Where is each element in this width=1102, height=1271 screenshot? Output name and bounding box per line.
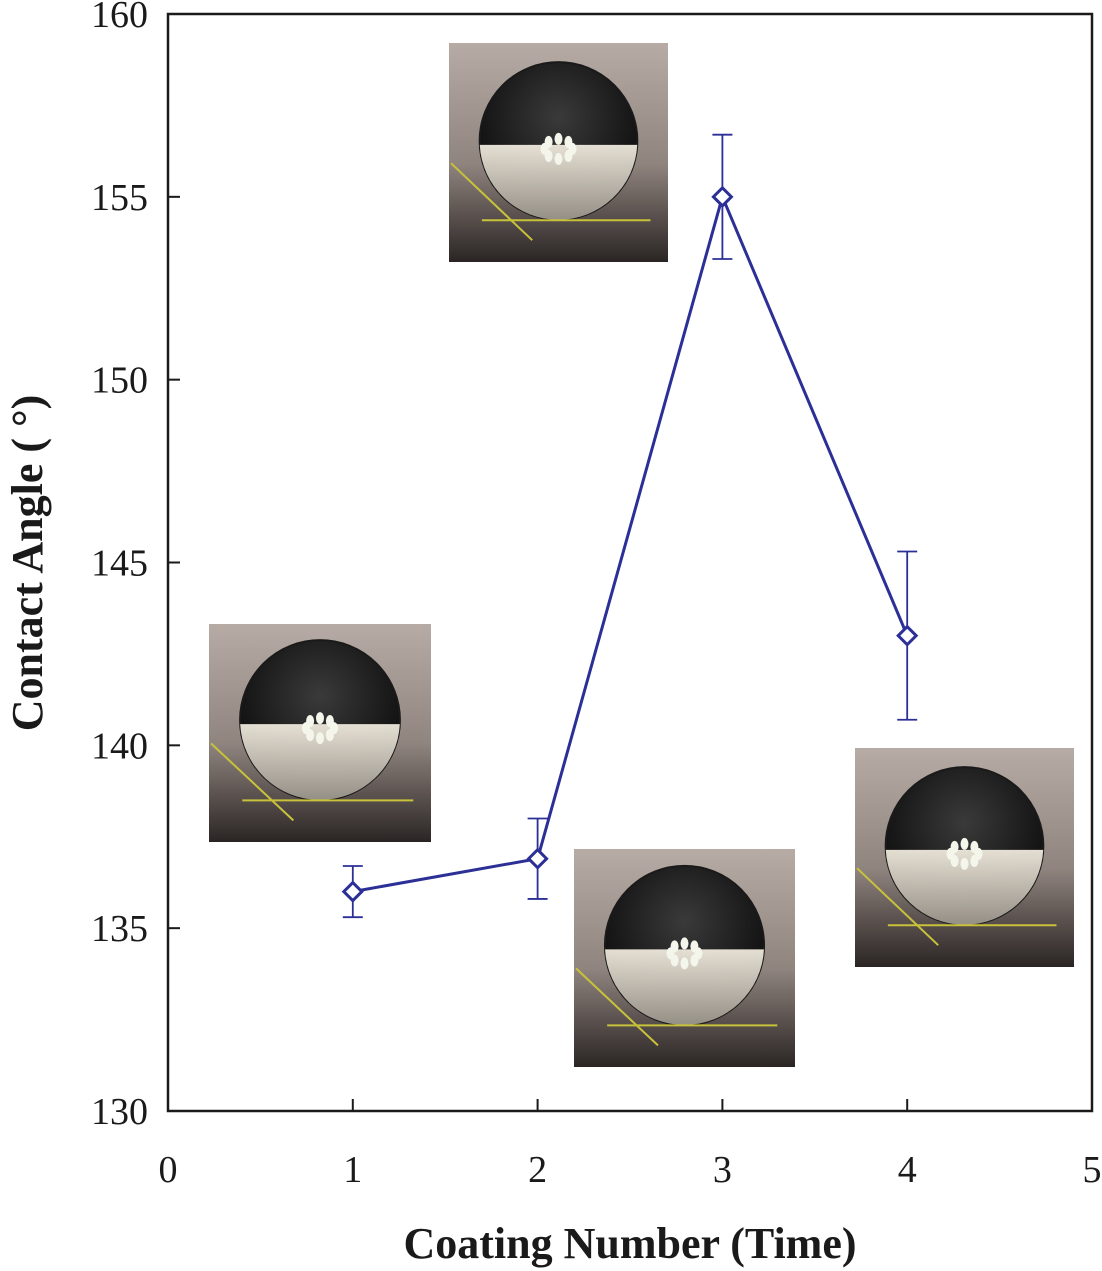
data-point-marker [526, 847, 549, 870]
y-tick-label: 160 [91, 0, 148, 36]
y-tick-label: 135 [91, 908, 148, 950]
x-tick-label: 2 [528, 1149, 547, 1191]
data-point-marker [711, 185, 734, 208]
data-point-marker [896, 624, 919, 647]
y-tick-label: 145 [91, 543, 148, 585]
x-tick-label: 5 [1083, 1149, 1102, 1191]
series-layer [341, 133, 919, 919]
droplet-photo-4 [855, 748, 1074, 967]
droplet-photo-2 [574, 849, 795, 1067]
droplet-photo-1 [209, 624, 431, 842]
y-tick-label: 155 [91, 177, 148, 219]
y-axis-title: Contact Angle ( °) [3, 395, 52, 732]
x-axis-ticks: 0 1 2 3 4 5 [159, 1099, 1102, 1191]
x-tick-label: 0 [159, 1149, 178, 1191]
x-tick-label: 4 [898, 1149, 917, 1191]
x-tick-label: 1 [343, 1149, 362, 1191]
inset-photos [209, 43, 1074, 1067]
y-tick-label: 130 [91, 1091, 148, 1133]
y-tick-label: 150 [91, 360, 148, 402]
x-tick-label: 3 [713, 1149, 732, 1191]
y-axis-ticks: 130 135 140 145 150 155 160 [91, 0, 180, 1133]
series-line [352, 192, 909, 894]
data-point-marker [341, 880, 364, 903]
x-axis-title: Coating Number (Time) [403, 1219, 856, 1268]
droplet-photo-3 [449, 43, 668, 262]
y-tick-label: 140 [91, 725, 148, 767]
